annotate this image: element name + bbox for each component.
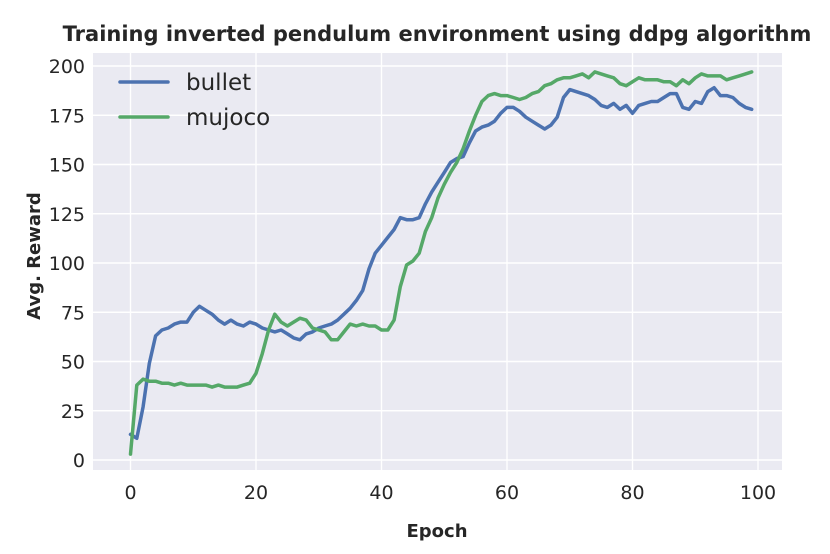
gridlines: [93, 53, 782, 470]
y-tick-label: 25: [61, 401, 85, 423]
chart-title: Training inverted pendulum environment u…: [63, 22, 812, 46]
x-tick-label: 0: [124, 482, 136, 504]
legend-item-mujoco: mujoco: [118, 105, 270, 131]
legend: bullet mujoco: [118, 70, 270, 131]
plot-area: [93, 53, 782, 470]
y-axis-label: Avg. Reward: [24, 192, 45, 320]
y-axis-tick-labels: 0 25 50 75 100 125 150 175 200: [49, 56, 85, 472]
y-tick-label: 200: [49, 56, 85, 78]
legend-label-bullet: bullet: [186, 70, 251, 96]
x-tick-label: 40: [369, 482, 393, 504]
series-lines: [128, 70, 754, 456]
y-tick-label: 0: [73, 450, 85, 472]
y-tick-label: 50: [61, 352, 85, 374]
legend-label-mujoco: mujoco: [186, 105, 270, 131]
x-tick-label: 80: [620, 482, 644, 504]
y-tick-label: 100: [49, 253, 85, 275]
y-tick-label: 175: [49, 105, 85, 127]
series-line-bullet: [128, 85, 754, 441]
legend-item-bullet: bullet: [118, 70, 251, 96]
y-tick-label: 125: [49, 204, 85, 226]
x-axis-tick-labels: 0 20 40 60 80 100: [124, 482, 776, 504]
x-tick-label: 20: [244, 482, 268, 504]
y-tick-label: 150: [49, 155, 85, 177]
x-tick-label: 60: [495, 482, 519, 504]
y-tick-label: 75: [61, 302, 85, 324]
x-tick-label: 100: [740, 482, 776, 504]
series-line-mujoco: [128, 70, 754, 456]
x-axis-label: Epoch: [406, 521, 467, 542]
